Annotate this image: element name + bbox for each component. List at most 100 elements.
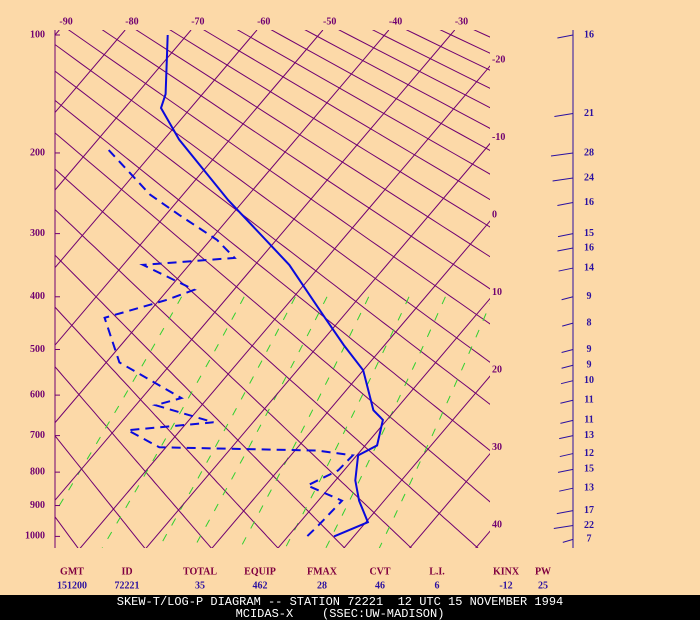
x-tick-label: -40 (389, 16, 402, 27)
stat-header: FMAX (307, 566, 338, 577)
wind-speed-label: 9 (587, 360, 592, 371)
wind-speed-label: 7 (587, 534, 592, 545)
wind-barb (557, 468, 574, 473)
wind-speed-label: 11 (584, 395, 593, 406)
mixing-ratio-line (193, 296, 328, 548)
stat-value: 46 (375, 580, 385, 591)
wind-barb (562, 322, 574, 327)
isotherm (409, 452, 490, 548)
isotherm (55, 30, 324, 346)
x-tick-label: -60 (257, 16, 270, 27)
dry-adiabat (55, 70, 490, 405)
isotherm (79, 65, 490, 548)
wind-speed-label: 15 (584, 464, 594, 475)
wind-barb (556, 510, 574, 515)
dry-adiabat (101, 30, 490, 290)
mixing-ratio-line (101, 296, 245, 548)
wind-speed-label: 13 (584, 482, 594, 493)
stat-header: PW (535, 566, 551, 577)
y-tick-label: 1000 (25, 531, 45, 542)
wind-speed-label: 14 (584, 262, 594, 273)
stat-header: L.I. (429, 566, 445, 577)
stat-value: 35 (195, 580, 205, 591)
isotherm-label: -10 (492, 132, 505, 143)
plot-area (55, 30, 490, 548)
wind-speed-label: 9 (587, 344, 592, 355)
isotherm (145, 142, 490, 548)
dry-adiabat (55, 254, 346, 548)
wind-barb (561, 349, 574, 353)
y-tick-label: 200 (30, 147, 45, 158)
x-tick-label: -70 (191, 16, 204, 27)
isotherm (55, 30, 192, 191)
dry-adiabat (135, 30, 490, 258)
isotherm (211, 220, 490, 548)
wind-barb (559, 435, 574, 440)
wind-speed-label: 22 (584, 520, 594, 531)
y-tick-label: 700 (30, 430, 45, 441)
isotherm-label: 10 (492, 287, 502, 298)
stat-value: 151200 (57, 580, 87, 591)
isotherm (343, 375, 490, 548)
wind-speed-label: 24 (584, 172, 594, 183)
wind-barb (557, 202, 574, 207)
wind-speed-label: 16 (584, 29, 594, 40)
isotherm-label: 30 (492, 442, 502, 453)
x-tick-label: -90 (59, 16, 72, 27)
y-tick-label: 600 (30, 389, 45, 400)
wind-speed-label: 28 (584, 147, 594, 158)
footer-line: SKEW-T/LOG-P DIAGRAM -- STATION 72221 12… (117, 595, 563, 609)
y-tick-label: 400 (30, 291, 45, 302)
wind-speed-label: 15 (584, 228, 594, 239)
dry-adiabat (55, 43, 490, 363)
wind-speed-label: 10 (584, 375, 594, 386)
dry-adiabat (55, 99, 490, 452)
stat-value: 28 (317, 580, 327, 591)
wind-barb (562, 538, 574, 543)
wind-barb (554, 113, 574, 117)
wind-speed-label: 16 (584, 242, 594, 253)
stat-value: 6 (435, 580, 440, 591)
stat-header: EQUIP (244, 566, 276, 577)
y-tick-label: 800 (30, 466, 45, 477)
y-tick-label: 900 (30, 500, 45, 511)
dry-adiabat (203, 30, 490, 201)
temperature-line (159, 34, 384, 538)
isotherm-label: 40 (492, 520, 502, 531)
isotherm (55, 30, 258, 269)
wind-barb (558, 267, 574, 272)
mixing-ratio-line (378, 302, 490, 548)
stat-value: 462 (253, 580, 268, 591)
wind-barb (559, 453, 574, 458)
stat-header: CVT (369, 566, 390, 577)
x-tick-label: -30 (455, 16, 468, 27)
footer-line: MCIDAS-X (SSEC:UW-MADISON) (236, 607, 445, 620)
isotherm-label: -20 (492, 54, 505, 65)
wind-barb (557, 247, 574, 252)
dry-adiabat (55, 168, 479, 548)
wind-speed-label: 12 (584, 448, 594, 459)
wind-barb (557, 233, 574, 238)
isotherm (55, 30, 456, 502)
stat-header: ID (121, 566, 132, 577)
wind-barb (552, 177, 574, 182)
dry-adiabat (169, 30, 490, 228)
wind-barb (560, 380, 574, 385)
isotherm-label: 0 (492, 209, 497, 220)
wind-barb (561, 296, 574, 301)
mixing-ratio-line (239, 296, 370, 548)
mixing-ratio-line (284, 296, 410, 548)
wind-speed-label: 16 (584, 197, 594, 208)
dry-adiabat (55, 306, 279, 548)
wind-speed-label: 9 (587, 291, 592, 302)
dry-adiabat (55, 366, 212, 548)
wind-barb (559, 487, 574, 492)
wind-speed-label: 17 (584, 505, 594, 516)
dry-adiabat (55, 208, 412, 548)
isotherm (277, 297, 490, 548)
dry-adiabat (55, 435, 146, 548)
isotherm-label: 20 (492, 364, 502, 375)
wind-barb (553, 525, 574, 530)
wind-speed-label: 13 (584, 430, 594, 441)
